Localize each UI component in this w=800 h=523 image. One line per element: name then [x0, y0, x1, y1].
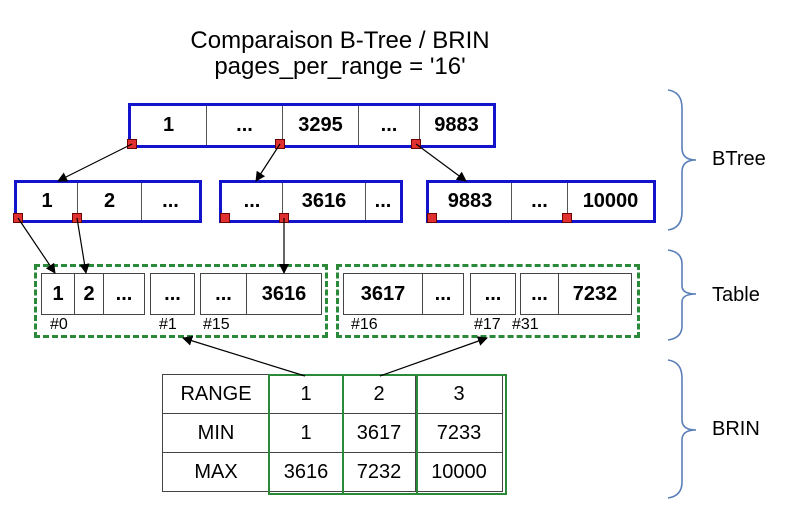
brin-header-cell: RANGE — [162, 374, 270, 414]
table-label: Table — [712, 284, 760, 306]
btree-root-key: 3295 — [282, 106, 358, 145]
page-number-label: #16 — [351, 316, 378, 333]
table-block-value: ... — [215, 282, 232, 305]
table-block-value: ... — [164, 282, 181, 305]
table-block: ... 3616 — [200, 273, 322, 315]
page-number-label: #31 — [512, 316, 539, 333]
btree-leaf-key: 2 — [77, 183, 141, 220]
btree-root-node: 1 ... 3295 ... 9883 — [128, 103, 496, 148]
btree-leaf-key: ... — [243, 190, 261, 212]
table-block-value: 1 — [52, 282, 64, 305]
btree-leaf-node: 9883 ... 10000 — [426, 180, 656, 223]
table-block: ... — [150, 273, 195, 315]
table-block-value: ... — [103, 274, 144, 314]
btree-pointer — [562, 213, 572, 223]
brin-cell: 3616 — [269, 452, 343, 492]
btree-label: BTree — [712, 148, 766, 170]
btree-leaf-key: 10000 — [567, 183, 653, 220]
btree-leaf-key: 1 — [41, 190, 53, 212]
btree-leaf-key: ... — [365, 183, 400, 220]
btree-root-key: 1 — [162, 114, 175, 136]
table-block-value: ... — [531, 282, 548, 305]
brin-arrow — [182, 335, 306, 377]
btree-leaf-key: ... — [141, 183, 199, 220]
btree-arrow — [17, 217, 56, 274]
btree-brace — [667, 89, 697, 231]
table-page-range-2 — [336, 264, 640, 338]
brin-row-max: MAX 3616 7232 10000 — [162, 452, 503, 492]
title-line-1: Comparaison B-Tree / BRIN — [190, 27, 490, 54]
page-number-label: #0 — [50, 316, 68, 333]
table-block-value: ... — [484, 282, 502, 305]
table-block: ... 7232 — [520, 273, 632, 315]
table-block-value: ... — [422, 274, 463, 314]
table-block-value: 3616 — [246, 274, 321, 314]
title-line-2: pages_per_range = '16' — [214, 53, 466, 80]
brin-cell: 10000 — [415, 452, 503, 492]
brin-cell: 2 — [342, 374, 416, 414]
page-number-label: #15 — [203, 316, 230, 333]
btree-arrow — [57, 143, 133, 182]
table-block-value: 2 — [74, 274, 103, 314]
brin-range-column-highlight — [416, 374, 507, 495]
btree-leaf-key: 9883 — [447, 190, 493, 212]
btree-pointer — [220, 213, 230, 223]
btree-arrow — [76, 217, 90, 274]
btree-leaf-node: ... 3616 ... — [219, 180, 403, 223]
table-brace — [667, 249, 697, 341]
btree-leaf-key: ... — [511, 183, 567, 220]
brin-brace — [667, 359, 697, 499]
btree-root-key: 9883 — [419, 106, 493, 145]
table-block-value: 3617 — [360, 282, 406, 305]
btree-leaf-key: 3616 — [282, 183, 365, 220]
page-number-label: #1 — [159, 316, 177, 333]
page-number-label: #17 — [474, 316, 501, 333]
table-block: 1 2 ... — [41, 273, 145, 315]
table-page-range-1 — [34, 264, 328, 338]
btree-pointer — [427, 213, 437, 223]
brin-label: BRIN — [712, 418, 760, 440]
btree-arrow — [415, 143, 467, 182]
btree-root-key: ... — [358, 106, 419, 145]
brin-cell: 7232 — [342, 452, 416, 492]
table-block: 3617 ... — [343, 273, 464, 315]
brin-arrow — [379, 336, 488, 377]
btree-leaf-node: 1 2 ... — [14, 180, 202, 223]
btree-root-key: ... — [206, 106, 282, 145]
diagram-title: Comparaison B-Tree / BRIN pages_per_rang… — [100, 28, 580, 80]
brin-header-cell: MAX — [162, 452, 270, 492]
btree-arrow — [255, 143, 281, 182]
table-block: ... — [470, 273, 516, 315]
table-block-value: 7232 — [558, 274, 631, 314]
